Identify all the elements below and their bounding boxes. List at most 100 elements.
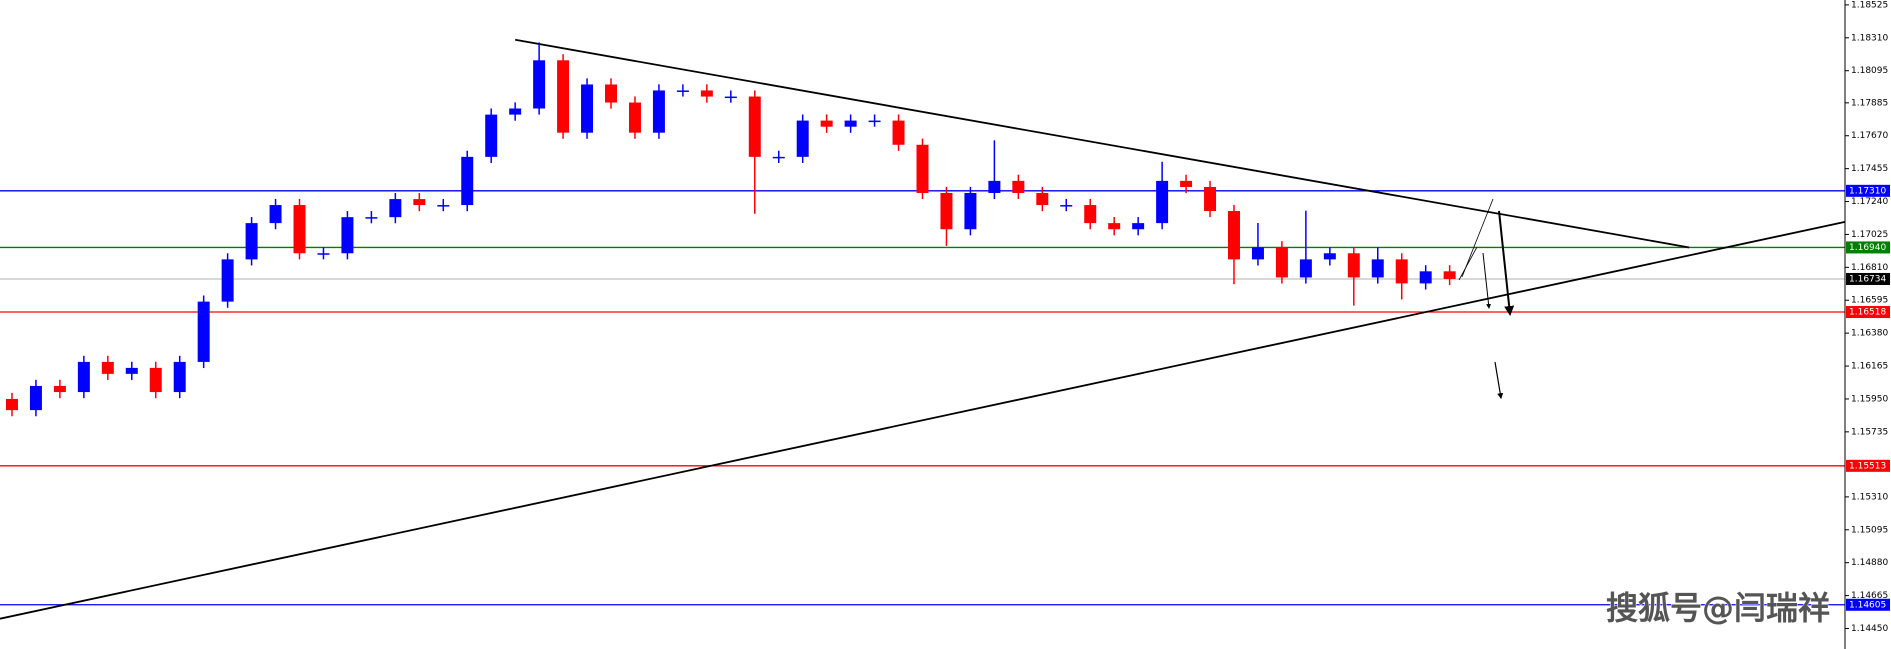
candle-body [772,156,785,159]
candle-body [29,385,42,411]
y-tick-label: 1.14450 [1851,624,1888,634]
y-tick-label: 1.18525 [1851,0,1888,10]
candle-body [5,398,18,411]
level-label: 1.16734 [1849,274,1886,284]
candle-body [916,144,929,193]
candle-body [557,60,570,133]
arrow [1494,361,1504,400]
level-label-box [1846,272,1890,285]
candle-body [389,199,402,218]
arrow [1458,246,1478,281]
candle-body [1156,180,1169,224]
candle-body [748,96,761,157]
candle-body [125,367,138,374]
candle-body [820,120,833,127]
candle-body [1251,247,1264,260]
candle-body [1228,211,1240,260]
forecast-arrows [1458,198,1515,400]
candle-body [1371,259,1384,278]
candle-body [341,217,354,254]
y-tick-label: 1.16595 [1851,296,1888,306]
y-tick-label: 1.16380 [1851,329,1888,339]
level-label-box [1846,306,1890,319]
candle-body [293,205,306,254]
candle-body [1012,180,1025,193]
y-tick-label: 1.17240 [1851,197,1888,207]
candle-body [1419,271,1432,284]
candle-body [964,192,977,230]
candle-body [485,114,498,157]
y-tick-label: 1.17885 [1851,98,1888,108]
level-label: 1.16940 [1849,243,1886,253]
y-tick-label: 1.16165 [1851,362,1888,372]
level-label: 1.16518 [1849,308,1886,318]
level-label: 1.14605 [1849,600,1886,610]
candle-body [269,205,282,224]
level-label: 1.17310 [1849,186,1886,196]
y-tick-label: 1.15735 [1851,427,1888,437]
candle-body [365,217,378,219]
candle-body [173,361,186,393]
trend-line [515,38,1690,249]
candle-body [652,90,665,133]
y-tick-label: 1.15310 [1851,492,1888,502]
candle-body [1347,253,1360,278]
candle-body [461,156,474,206]
watermark: 搜狐号@闫瑞祥 [1606,589,1830,627]
arrow [1461,198,1494,278]
y-tick-label: 1.17025 [1851,230,1888,240]
y-tick-label: 1.18095 [1851,66,1888,76]
level-label-box [1846,459,1890,472]
candle-body [844,120,857,127]
price-axis: 1.18525 1.18310 1.18095 1.17885 1.17670 1.174… [1845,0,1890,634]
candle-body [1443,271,1456,279]
y-tick-label: 1.18310 [1851,33,1888,43]
candle-body [1323,253,1336,260]
candle-body [413,199,426,206]
candle-body [197,301,210,362]
candle-body [1108,223,1121,230]
candle-body [221,259,234,302]
candle-body [724,96,737,99]
y-tick-label: 1.15095 [1851,525,1888,535]
candle-body [988,180,1001,193]
y-tick-label: 1.14665 [1851,591,1888,601]
candle-body [101,361,114,374]
candle-body [1132,223,1145,230]
candle-body [628,102,641,133]
candle-body [53,385,66,393]
level-label: 1.15513 [1849,461,1886,471]
candle-body [796,120,809,157]
candle-body [1180,180,1193,188]
candle-body [245,223,258,260]
candle-body [1084,205,1097,224]
candle-body [149,367,162,393]
candle-body [1275,247,1288,278]
candle-body [940,192,953,230]
candle-body [892,120,905,145]
trend-line [0,221,1846,620]
y-tick-label: 1.15950 [1851,394,1888,404]
candle-body [317,253,330,255]
candle-body [1395,259,1408,284]
candle-body [581,84,594,133]
candle-body [1060,205,1073,207]
candle-body [1036,192,1049,206]
candle-body [868,120,881,123]
level-label-box [1846,241,1890,254]
candle-body [437,205,450,207]
candle-body [1204,187,1217,212]
arrow [1482,252,1492,309]
arrow [1498,210,1515,316]
candle-body [533,60,546,109]
y-tick-label: 1.16810 [1851,263,1888,273]
y-tick-label: 1.14880 [1851,558,1888,568]
candle-body [700,90,713,97]
candle-body [77,361,90,393]
candle-body [676,90,689,92]
candle-body [605,84,617,103]
y-tick-label: 1.17455 [1851,164,1888,174]
plot-area [0,38,1846,620]
